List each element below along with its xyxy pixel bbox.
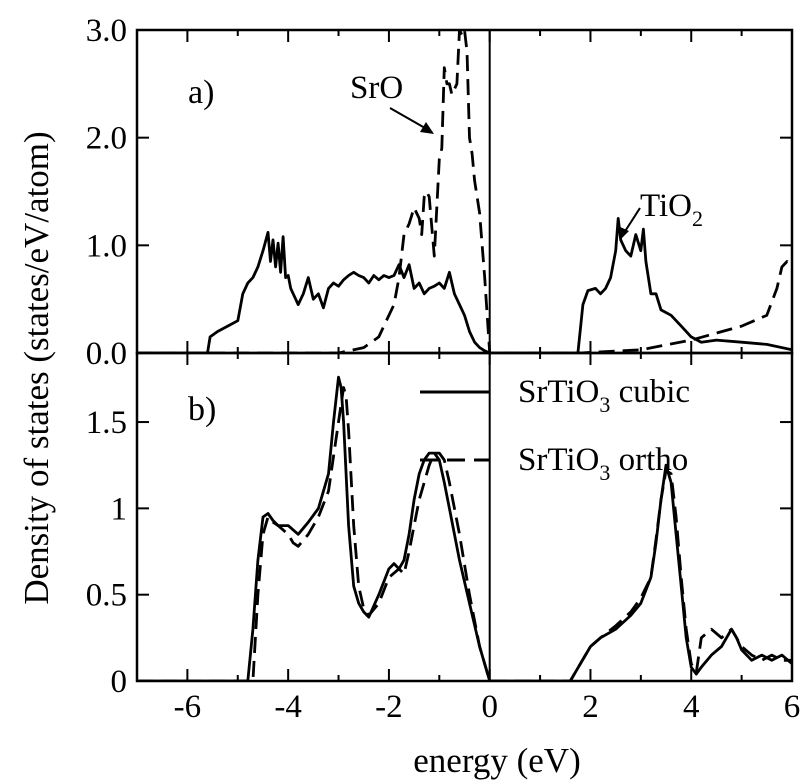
tio2-arrowhead — [618, 226, 629, 240]
sro-arrowhead — [420, 122, 434, 134]
panel-b-x-tick-label: 4 — [683, 689, 700, 725]
y-axis-label: Density of states (states/eV/atom) — [17, 131, 56, 604]
panel-b-series-srtio3-ortho-line — [137, 386, 792, 681]
panel-b-plot-area: 0 0.5 1 1.5 -6 -4 -2 0 2 4 6 — [86, 351, 801, 725]
x-axis-label: energy (eV) — [413, 741, 580, 780]
panel-b-x-tick-label: -4 — [274, 689, 302, 725]
panel-b-y-tick-label: 1 — [111, 491, 128, 527]
panel-a-y-tick-label: 2.0 — [86, 121, 127, 157]
panel-a-y-tick-label: 3.0 — [86, 13, 127, 49]
panel-b-frame — [135, 351, 794, 683]
tio2-annotation: TiO2 — [640, 188, 703, 231]
panel-b-x-tick-label: 0 — [481, 689, 498, 725]
panel-a-y-tick-label: 1.0 — [86, 228, 127, 264]
panel-a-series-tio2-line — [137, 216, 792, 353]
panel-a-label: a) — [188, 74, 214, 111]
panel-b-x-tick-label: 2 — [582, 689, 599, 725]
panel-b-label: b) — [188, 391, 216, 428]
panel-b-x-tick-label: -6 — [174, 689, 202, 725]
panel-a-series-sro-line — [137, 29, 792, 353]
panel-b-series-srtio3-cubic-line — [137, 375, 792, 681]
panel-b-x-tick-label: -2 — [375, 689, 403, 725]
panel-a-y-tick-label: 0.0 — [86, 336, 127, 372]
panel-b-y-tick-label: 0 — [111, 664, 128, 700]
legend-cubic-label: SrTiO3 cubic — [518, 374, 690, 417]
panel-a-frame — [135, 28, 794, 355]
panel-b-y-tick-label: 0.5 — [86, 578, 127, 614]
sro-annotation: SrO — [350, 70, 403, 106]
legend-ortho-label: SrTiO3 ortho — [518, 442, 688, 485]
panel-b-y-tick-label: 1.5 — [86, 405, 127, 441]
panel-b-x-tick-label: 6 — [784, 689, 801, 725]
